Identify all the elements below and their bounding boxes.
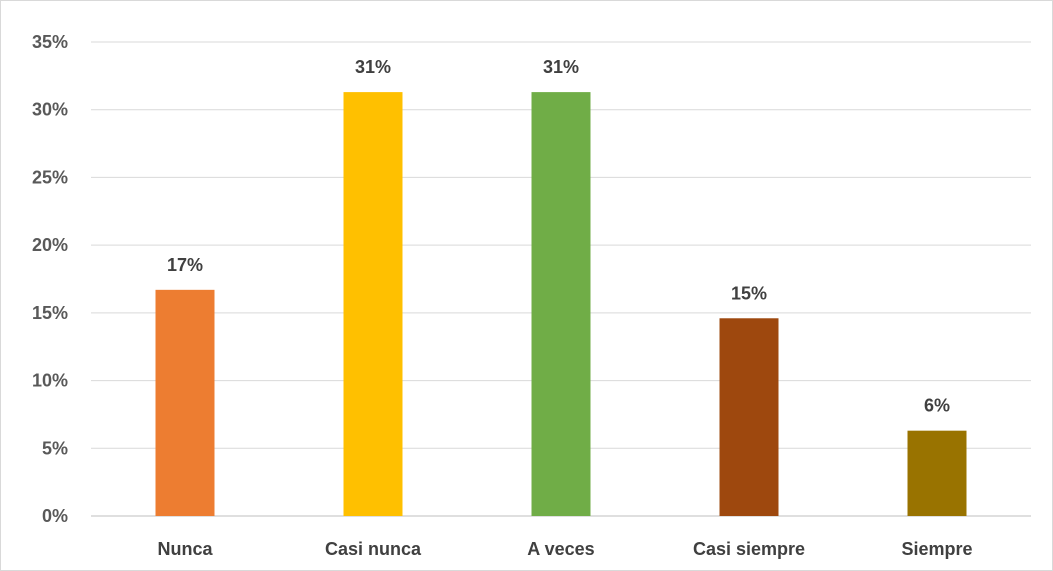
x-category-label: Nunca: [157, 539, 213, 559]
data-labels: 17% 31% 31% 15% 6%: [167, 57, 950, 416]
y-tick-label: 15%: [32, 303, 68, 323]
bar-siempre: [907, 430, 967, 516]
y-tick-label: 35%: [32, 32, 68, 52]
data-label: 15%: [731, 283, 767, 303]
x-category-label: Casi siempre: [693, 539, 805, 559]
bar-casi-siempre: [719, 318, 779, 516]
y-tick-label: 0%: [42, 506, 68, 526]
bar-casi-nunca: [343, 92, 403, 516]
x-axis-category-labels: Nunca Casi nunca A veces Casi siempre Siempr…: [157, 539, 972, 559]
data-label: 31%: [543, 57, 579, 77]
bar-a-veces: [531, 92, 591, 516]
y-tick-label: 10%: [32, 371, 68, 391]
x-category-label: Casi nunca: [325, 539, 422, 559]
y-tick-label: 25%: [32, 167, 68, 187]
y-tick-label: 5%: [42, 438, 68, 458]
data-label: 31%: [355, 57, 391, 77]
x-category-label: A veces: [527, 539, 594, 559]
data-label: 17%: [167, 255, 203, 275]
data-label: 6%: [924, 396, 950, 416]
y-tick-label: 20%: [32, 235, 68, 255]
y-tick-label: 30%: [32, 100, 68, 120]
y-axis-tick-labels: 0% 5% 10% 15% 20% 25% 30% 35%: [32, 32, 68, 526]
bar-nunca: [155, 289, 215, 516]
bars: [155, 92, 967, 516]
x-category-label: Siempre: [901, 539, 972, 559]
